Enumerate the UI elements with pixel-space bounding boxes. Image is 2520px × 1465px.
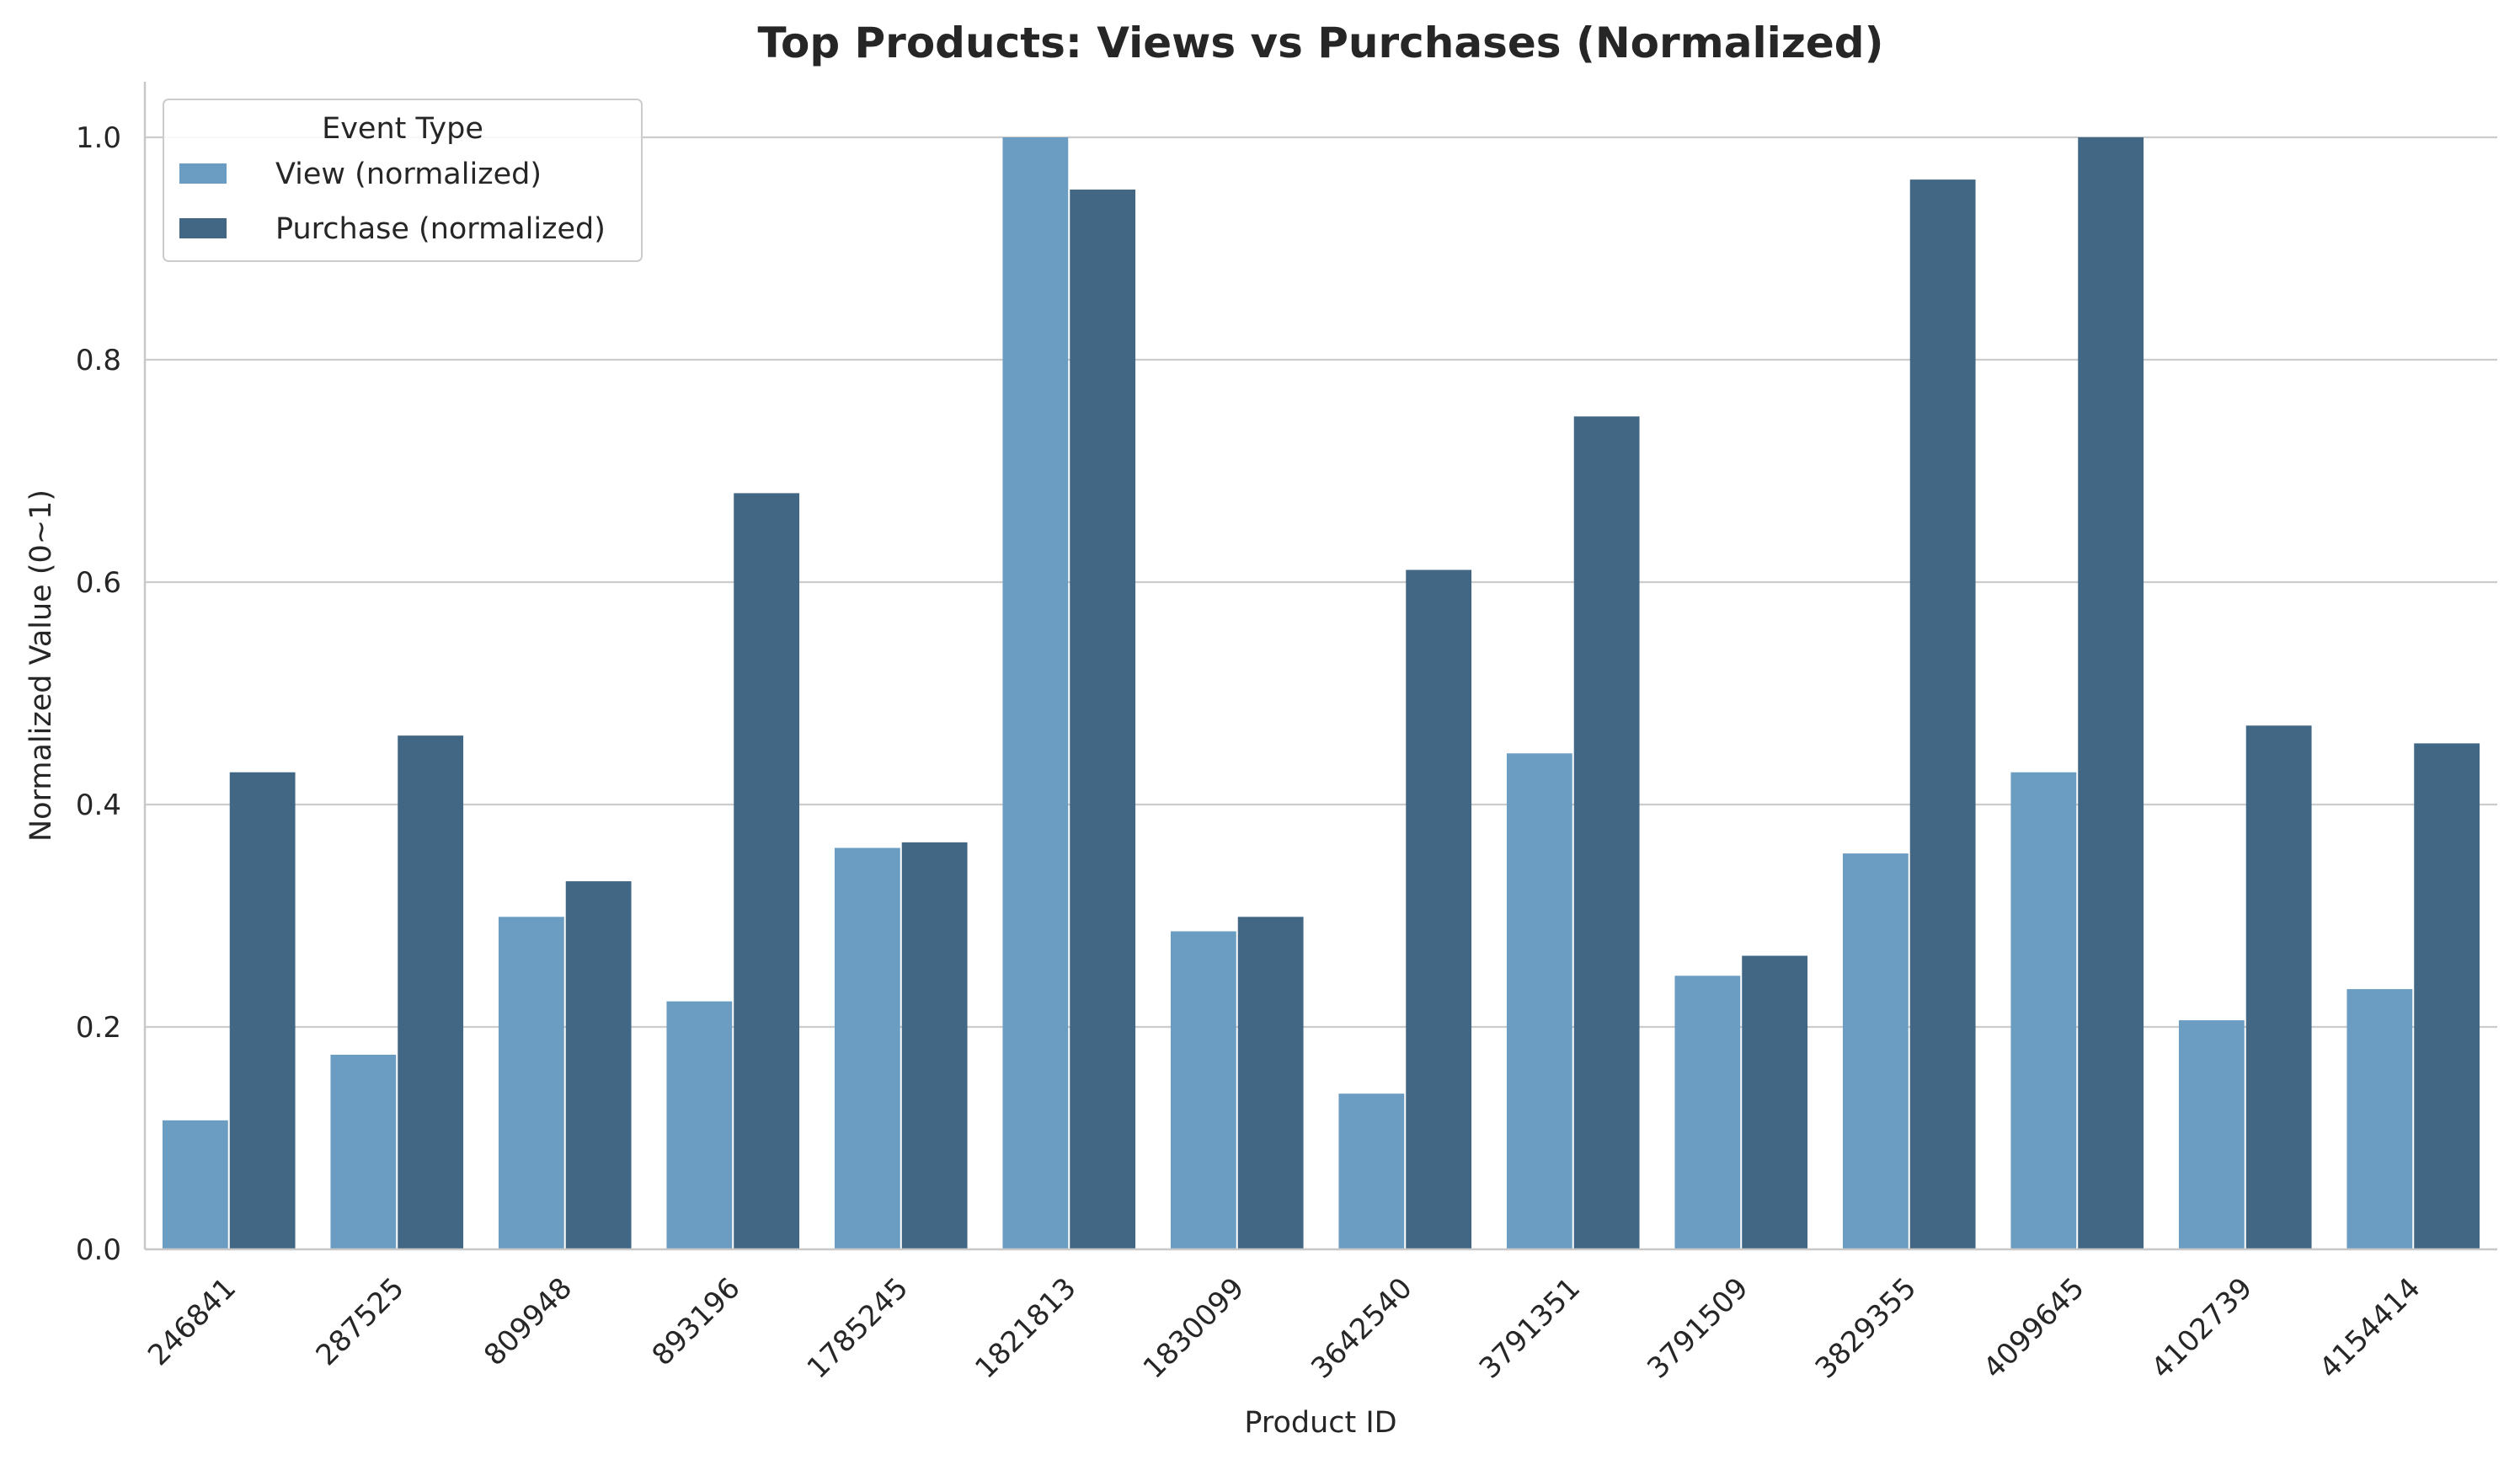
bar-view-4154414 xyxy=(2346,989,2413,1249)
bar-view-1830099 xyxy=(1170,931,1236,1249)
x-tick-label: 246841 xyxy=(141,1271,243,1372)
bar-purchase-3829355 xyxy=(1909,179,1976,1249)
axes xyxy=(143,82,2497,1251)
bar-view-809948 xyxy=(498,917,564,1249)
x-tick-label: 3829355 xyxy=(1809,1271,1923,1385)
bar-purchase-1821813 xyxy=(1070,190,1136,1249)
bar-view-287525 xyxy=(330,1055,397,1249)
bar-purchase-3791509 xyxy=(1742,955,1808,1249)
x-axis-title: Product ID xyxy=(1244,1406,1396,1440)
y-tick-label: 0.0 xyxy=(76,1233,121,1267)
bar-view-3791351 xyxy=(1506,753,1572,1249)
x-tick-label: 287525 xyxy=(310,1271,411,1372)
y-axis-title: Normalized Value (0~1) xyxy=(24,489,58,842)
y-tick-label: 0.6 xyxy=(76,566,121,600)
x-tick-label: 809948 xyxy=(478,1271,579,1372)
bar-view-893196 xyxy=(666,1001,733,1249)
bar-view-246841 xyxy=(162,1120,228,1249)
y-tick-label: 1.0 xyxy=(76,121,121,155)
bar-purchase-893196 xyxy=(734,493,800,1249)
y-tick-label: 0.2 xyxy=(76,1011,121,1045)
bar-view-3642540 xyxy=(1338,1093,1405,1249)
legend-swatch-purchase xyxy=(179,218,227,238)
bar-purchase-3642540 xyxy=(1406,569,1472,1249)
x-tick-label: 3642540 xyxy=(1305,1271,1418,1385)
bar-purchase-1830099 xyxy=(1237,917,1304,1249)
legend-swatch-view xyxy=(179,163,227,184)
gridlines xyxy=(145,136,2497,1029)
bar-view-1785245 xyxy=(834,847,900,1249)
bars xyxy=(162,137,2480,1249)
bar-view-3791509 xyxy=(1674,976,1741,1249)
legend-frame xyxy=(163,99,643,262)
bar-purchase-809948 xyxy=(565,881,632,1249)
bar-view-4099645 xyxy=(2010,772,2077,1249)
legend-label-view: View (normalized) xyxy=(275,158,542,191)
x-tick-label: 1785245 xyxy=(801,1271,915,1385)
bar-purchase-4099645 xyxy=(2078,137,2144,1249)
x-tick-labels: 246841 287525 809948 893196 1785245 1821813 18… xyxy=(141,1271,2427,1385)
bar-purchase-3791351 xyxy=(1573,416,1640,1249)
bar-purchase-246841 xyxy=(229,772,296,1249)
bar-view-1821813 xyxy=(1002,137,1069,1249)
legend-title: Event Type xyxy=(322,112,483,146)
bar-purchase-4154414 xyxy=(2414,743,2480,1249)
bar-purchase-4102739 xyxy=(2245,725,2312,1249)
chart-title: Top Products: Views vs Purchases (Normal… xyxy=(758,19,1884,67)
bar-purchase-1785245 xyxy=(901,842,968,1249)
x-tick-label: 3791351 xyxy=(1473,1271,1587,1385)
x-tick-label: 893196 xyxy=(646,1271,747,1372)
x-tick-label: 1830099 xyxy=(1137,1271,1251,1385)
bar-view-3829355 xyxy=(1842,853,1909,1249)
x-tick-label: 3791509 xyxy=(1641,1271,1754,1385)
x-tick-label: 4102739 xyxy=(2145,1271,2259,1385)
legend-label-purchase: Purchase (normalized) xyxy=(275,212,606,246)
bar-view-4102739 xyxy=(2178,1020,2245,1249)
y-tick-label: 0.8 xyxy=(76,344,121,377)
legend: Event Type View (normalized) Purchase (n… xyxy=(163,99,643,262)
y-tick-labels: 0.0 0.2 0.4 0.6 0.8 1.0 xyxy=(76,121,121,1267)
x-tick-label: 1821813 xyxy=(969,1271,1082,1385)
x-tick-label: 4099645 xyxy=(1977,1271,2090,1385)
y-tick-label: 0.4 xyxy=(76,789,121,822)
x-tick-label: 4154414 xyxy=(2313,1271,2427,1385)
bar-purchase-287525 xyxy=(398,735,464,1249)
